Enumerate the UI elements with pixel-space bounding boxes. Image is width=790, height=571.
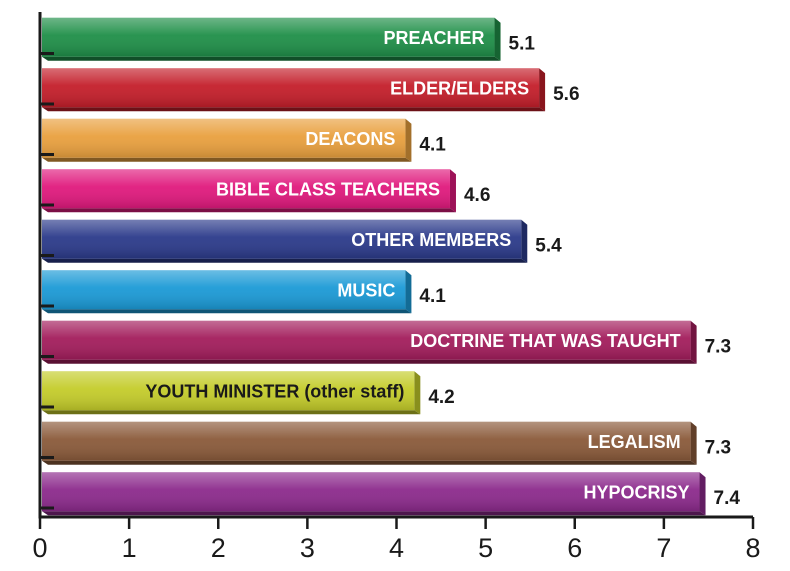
bar-value-label: 5.6 [553, 84, 579, 105]
bar-depth-side [699, 472, 706, 516]
bar-highlight [42, 421, 691, 461]
bars: PREACHER 5.1 ELDER/ELDERS 5.6 DEACONS 4.1 BIBL… [42, 17, 741, 516]
bar-value-label: 4.6 [464, 185, 490, 206]
bar-category-label: HYPOCRISY [583, 482, 689, 502]
bar-depth-bottom [42, 359, 697, 364]
bar-group: MUSIC 4.1 [42, 270, 446, 314]
bar-depth-bottom [42, 309, 412, 314]
x-tick-label: 6 [567, 533, 582, 563]
x-tick-label: 0 [32, 533, 47, 563]
bar-highlight [42, 68, 540, 108]
bar-category-label: BIBLE CLASS TEACHERS [216, 179, 440, 199]
bar-value-label: 4.2 [428, 387, 454, 408]
bar-depth-side [414, 371, 421, 415]
bar-category-label: LEGALISM [588, 432, 681, 452]
x-tick-label: 4 [389, 533, 404, 563]
bar-category-label: MUSIC [337, 280, 395, 300]
bar-depth-side [521, 219, 528, 263]
bar-category-label: ELDER/ELDERS [390, 78, 529, 98]
bar-category-label: OTHER MEMBERS [351, 230, 511, 250]
bar-group: LEGALISM 7.3 [42, 421, 731, 465]
bar-depth-bottom [42, 56, 501, 61]
bar-group: PREACHER 5.1 [42, 17, 536, 61]
bar-depth-bottom [42, 157, 412, 162]
x-tick-label: 5 [478, 533, 493, 563]
bar-group: DEACONS 4.1 [42, 118, 446, 162]
x-tick-label: 3 [300, 533, 315, 563]
bar-depth-bottom [42, 107, 546, 112]
bar-value-label: 7.3 [705, 437, 731, 458]
bar-category-label: DEACONS [305, 129, 395, 149]
bar-highlight [42, 118, 406, 158]
bar-group: ELDER/ELDERS 5.6 [42, 68, 580, 112]
bar-group: OTHER MEMBERS 5.4 [42, 219, 562, 263]
bar-value-label: 7.4 [714, 488, 741, 509]
bar-value-label: 5.4 [535, 235, 562, 256]
bar-category-label: YOUTH MINISTER (other staff) [145, 381, 404, 401]
x-tick-label: 2 [211, 533, 226, 563]
bar-highlight [42, 472, 700, 512]
bar-highlight [42, 169, 450, 209]
bar-highlight [42, 219, 522, 259]
axis-ticks: 0 1 2 3 4 5 6 7 8 [32, 52, 761, 563]
bar-group: DOCTRINE THAT WAS TAUGHT 7.3 [42, 320, 731, 364]
x-tick-label: 1 [122, 533, 137, 563]
bar-group: HYPOCRISY 7.4 [42, 472, 741, 516]
bar-group: YOUTH MINISTER (other staff) 4.2 [42, 371, 455, 415]
bar-depth-side [690, 421, 697, 465]
bar-highlight [42, 17, 495, 57]
bar-value-label: 4.1 [419, 286, 446, 307]
bar-highlight [42, 320, 691, 360]
bar-highlight [42, 270, 406, 310]
bar-depth-bottom [42, 410, 421, 415]
bar-depth-side [405, 118, 412, 162]
bar-depth-side [539, 68, 546, 112]
bar-depth-side [449, 169, 456, 213]
bar-category-label: DOCTRINE THAT WAS TAUGHT [410, 331, 680, 351]
bar-value-label: 5.1 [509, 33, 536, 54]
bar-depth-side [405, 270, 412, 314]
bar-value-label: 7.3 [705, 336, 731, 357]
x-tick-label: 8 [745, 533, 760, 563]
bar-depth-bottom [42, 460, 697, 465]
bar-depth-bottom [42, 511, 706, 516]
bar-depth-bottom [42, 258, 528, 263]
bar-depth-side [494, 17, 501, 61]
bar-value-label: 4.1 [419, 134, 446, 155]
bar-group: BIBLE CLASS TEACHERS 4.6 [42, 169, 490, 213]
bar-highlight [42, 371, 415, 411]
bar-depth-side [690, 320, 697, 364]
x-tick-label: 7 [656, 533, 671, 563]
bar-depth-bottom [42, 208, 456, 213]
bar-category-label: PREACHER [384, 28, 485, 48]
